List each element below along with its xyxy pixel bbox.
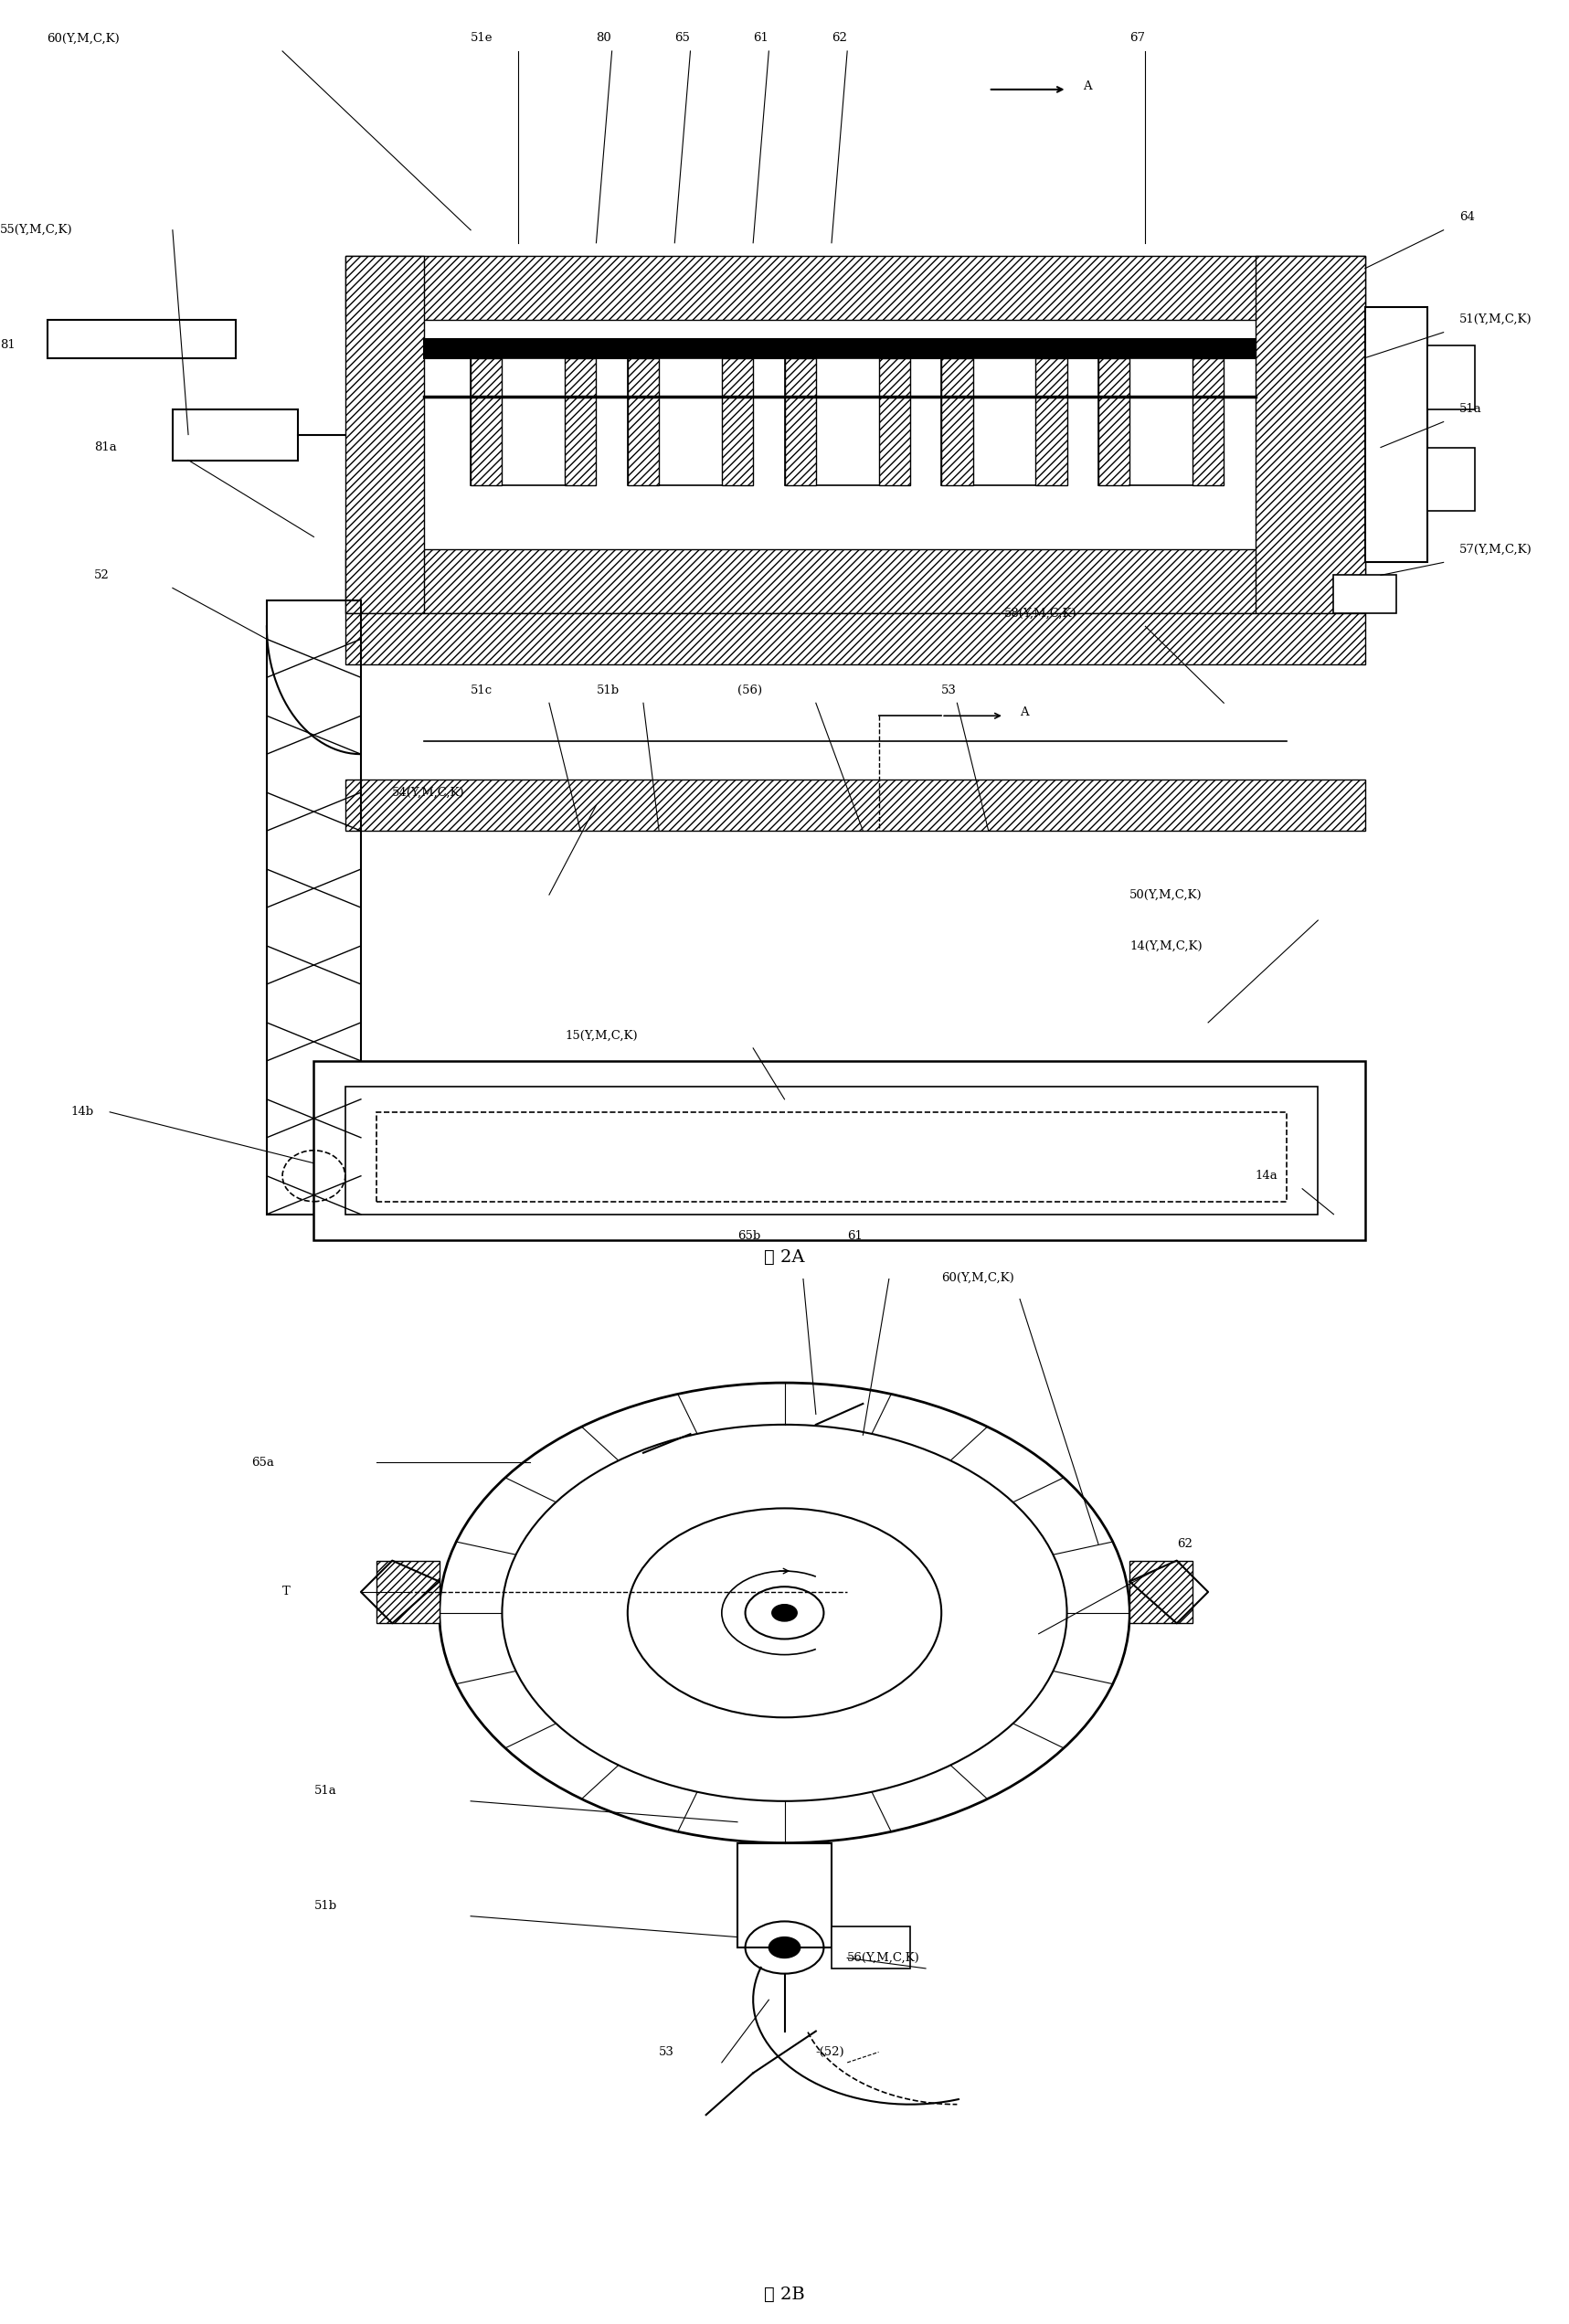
Text: 56(Y,M,C,K): 56(Y,M,C,K) <box>847 1952 919 1964</box>
Bar <box>345 614 1365 665</box>
Bar <box>471 358 502 486</box>
Text: 51a: 51a <box>314 1785 336 1796</box>
Text: 81: 81 <box>0 339 16 351</box>
Text: 54(Y,M,C,K): 54(Y,M,C,K) <box>392 786 464 799</box>
Text: 51e: 51e <box>471 33 493 44</box>
Text: 51b: 51b <box>314 1899 337 1913</box>
Text: 58(Y,M,C,K): 58(Y,M,C,K) <box>1004 607 1076 621</box>
Text: A: A <box>1083 81 1092 93</box>
Text: 80: 80 <box>596 33 612 44</box>
Bar <box>722 358 753 486</box>
Bar <box>1334 576 1396 614</box>
Text: 51a: 51a <box>1459 402 1481 416</box>
Text: 15(Y,M,C,K): 15(Y,M,C,K) <box>565 1030 637 1041</box>
Text: 67: 67 <box>1130 33 1145 44</box>
Bar <box>628 358 659 486</box>
Text: 53: 53 <box>941 683 957 697</box>
Bar <box>1428 449 1475 511</box>
Text: 60(Y,M,C,K): 60(Y,M,C,K) <box>941 1271 1014 1285</box>
Bar <box>1036 358 1067 486</box>
Bar <box>345 781 1365 832</box>
Text: 81a: 81a <box>94 442 116 453</box>
Text: 14(Y,M,C,K): 14(Y,M,C,K) <box>1130 939 1202 953</box>
Bar <box>784 358 816 486</box>
Text: 53: 53 <box>659 2045 675 2059</box>
Bar <box>1255 256 1365 614</box>
Text: 51c: 51c <box>471 683 493 697</box>
Text: (56): (56) <box>737 683 763 697</box>
Bar <box>377 1111 1287 1202</box>
Text: 52: 52 <box>94 569 110 581</box>
Text: 图 2B: 图 2B <box>764 2287 805 2303</box>
Text: 图 2A: 图 2A <box>764 1248 805 1264</box>
Text: 55(Y,M,C,K): 55(Y,M,C,K) <box>0 223 72 237</box>
Text: 65a: 65a <box>251 1457 273 1469</box>
Text: 65: 65 <box>675 33 690 44</box>
Bar <box>1192 358 1224 486</box>
Bar <box>879 358 910 486</box>
Bar <box>377 1562 439 1622</box>
Text: T: T <box>282 1585 290 1599</box>
Bar <box>345 1085 1318 1213</box>
Bar <box>832 1927 910 1968</box>
Text: 61: 61 <box>847 1229 863 1243</box>
Circle shape <box>502 1425 1067 1801</box>
Bar <box>424 339 1255 358</box>
Bar <box>47 318 235 358</box>
Bar <box>345 256 424 614</box>
Bar <box>471 358 596 486</box>
Text: 60(Y,M,C,K): 60(Y,M,C,K) <box>47 33 119 44</box>
Bar <box>1098 358 1224 486</box>
Bar <box>941 358 973 486</box>
Text: 50(Y,M,C,K): 50(Y,M,C,K) <box>1130 888 1202 902</box>
Text: 57(Y,M,C,K): 57(Y,M,C,K) <box>1459 544 1531 555</box>
Text: 62: 62 <box>1177 1538 1192 1550</box>
Text: 51b: 51b <box>596 683 620 697</box>
Bar <box>267 600 361 1213</box>
Text: 14b: 14b <box>71 1106 94 1118</box>
Bar <box>941 358 1067 486</box>
Bar <box>565 358 596 486</box>
Text: 62: 62 <box>832 33 847 44</box>
Bar <box>737 1843 832 1948</box>
Bar <box>784 358 910 486</box>
Bar <box>1365 307 1428 562</box>
Bar <box>1130 1562 1192 1622</box>
Text: 61: 61 <box>753 33 769 44</box>
Circle shape <box>772 1604 797 1622</box>
Bar <box>345 551 1365 614</box>
Bar <box>1428 344 1475 409</box>
Text: 14a: 14a <box>1255 1169 1277 1183</box>
Text: 65b: 65b <box>737 1229 761 1243</box>
Bar <box>345 256 1365 318</box>
Bar <box>314 1060 1365 1241</box>
Text: 51(Y,M,C,K): 51(Y,M,C,K) <box>1459 314 1531 325</box>
Text: 64: 64 <box>1459 211 1475 223</box>
Bar <box>173 409 298 460</box>
Bar <box>628 358 753 486</box>
Bar <box>1098 358 1130 486</box>
Circle shape <box>769 1936 800 1957</box>
Text: A: A <box>1020 706 1029 718</box>
Text: -(52): -(52) <box>816 2045 844 2059</box>
